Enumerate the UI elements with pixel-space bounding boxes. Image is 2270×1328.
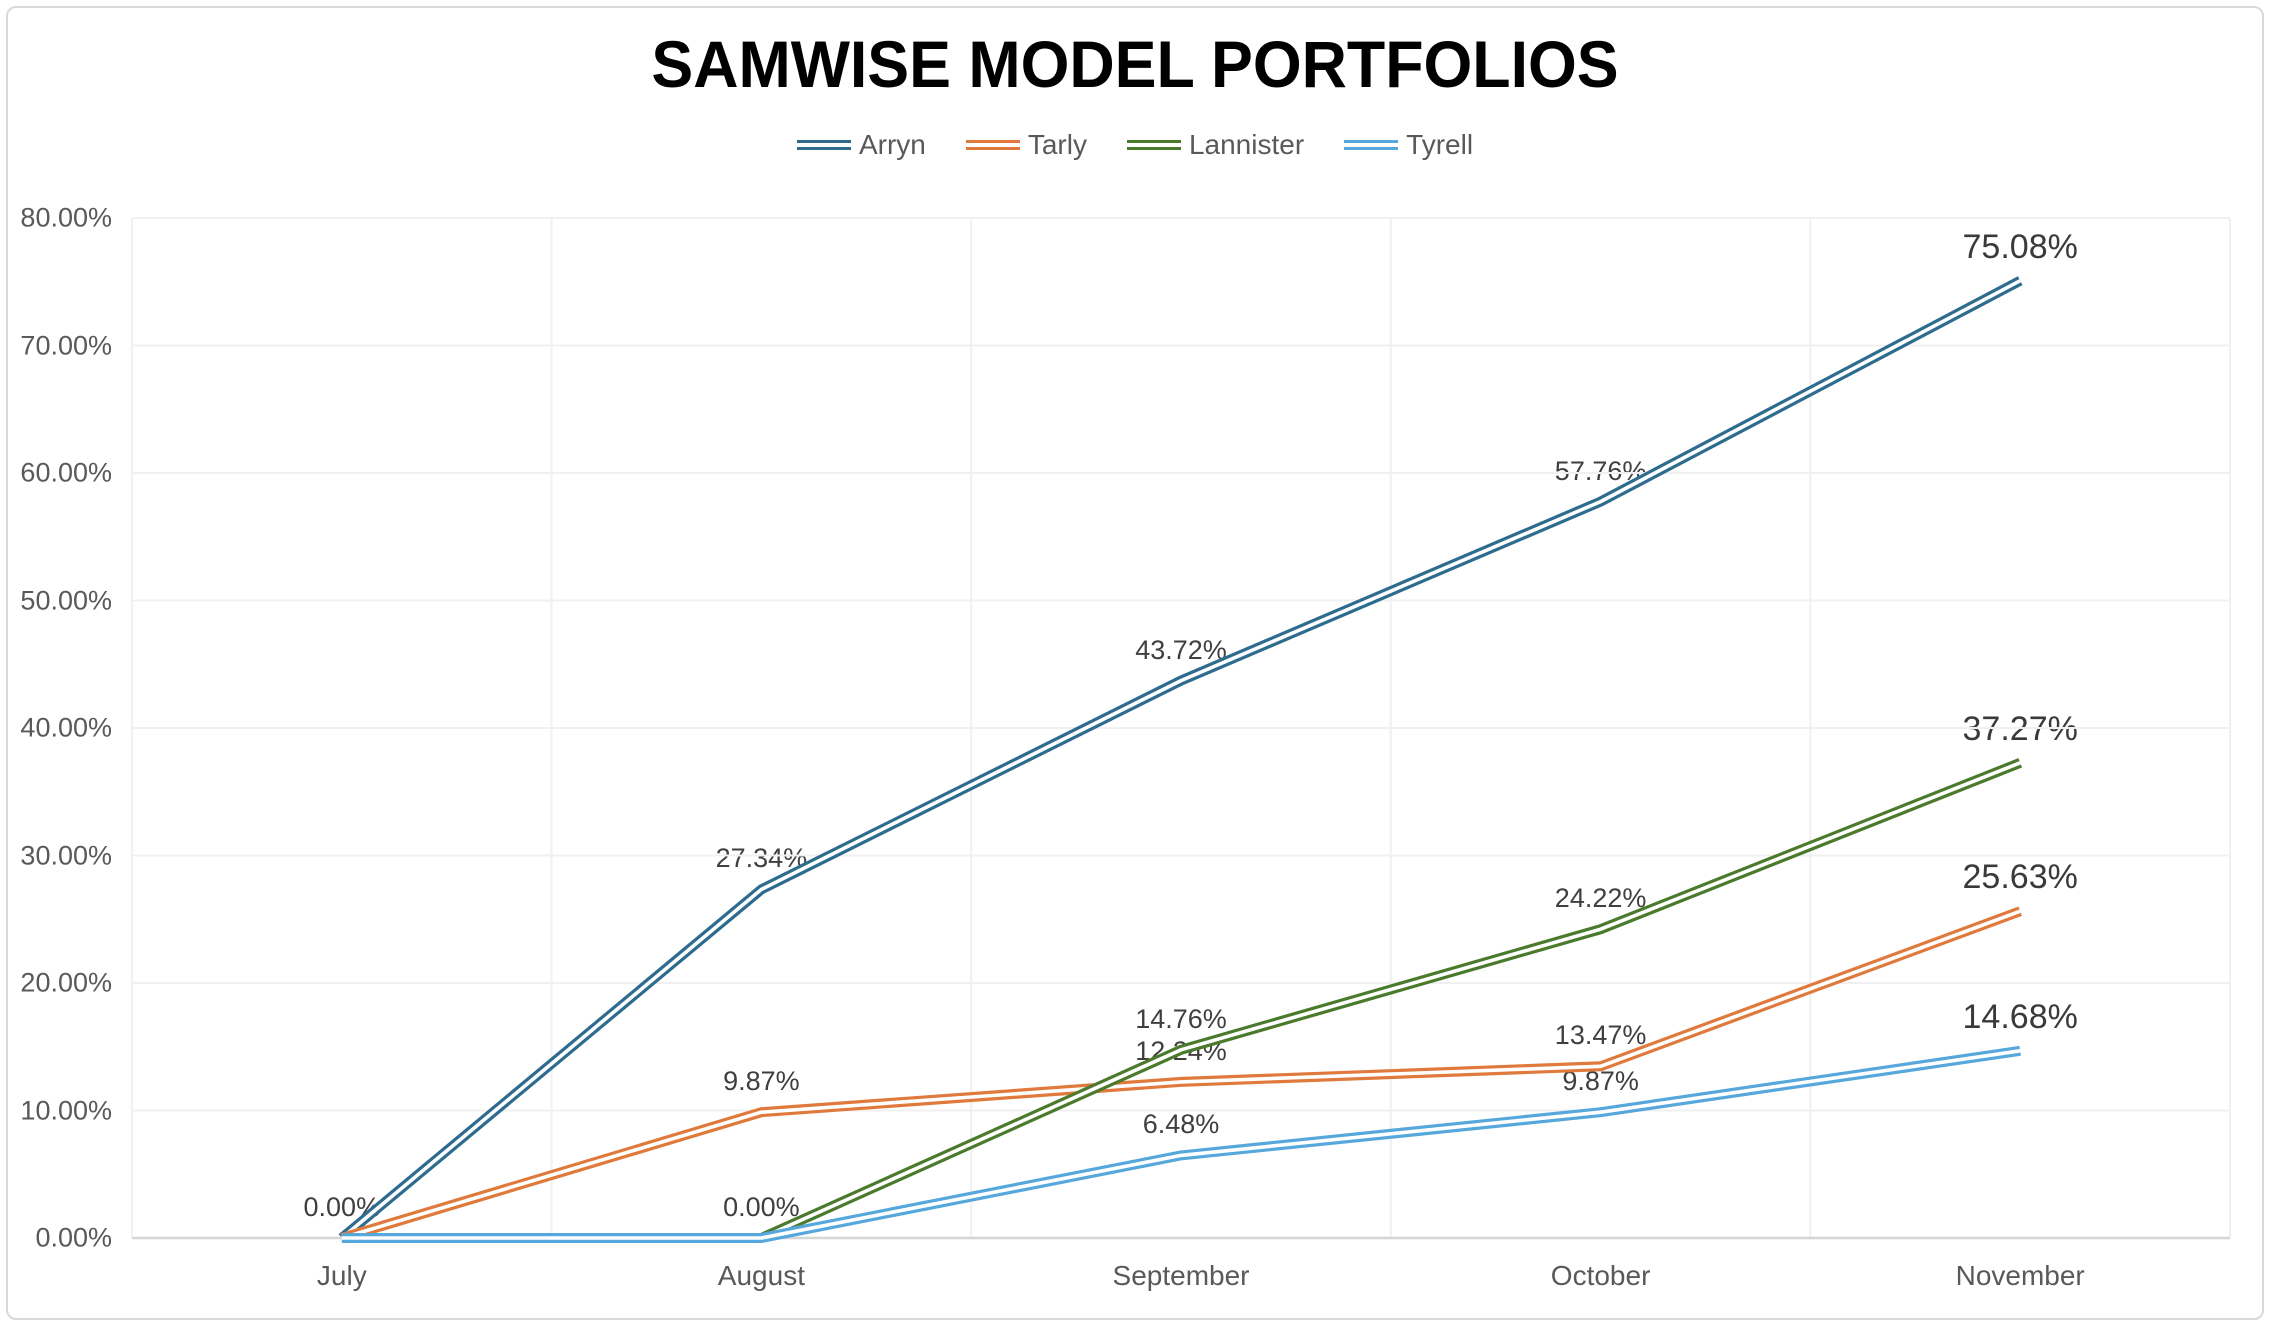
data-label-tarly: 9.87%: [723, 1066, 800, 1097]
data-label-arryn: 27.34%: [715, 843, 808, 874]
legend-item-lannister: Lannister: [1126, 129, 1305, 160]
y-axis-tick-label: 80.00%: [20, 202, 112, 233]
data-label-tyrell: 14.68%: [1962, 997, 2078, 1036]
data-label-lannister: 24.22%: [1554, 883, 1647, 914]
data-label-tyrell: 6.48%: [1142, 1109, 1220, 1140]
legend-line-swatch: [1126, 140, 1181, 150]
legend-label: Tyrell: [1406, 129, 1474, 160]
legend-item-arryn: Arryn: [796, 129, 926, 160]
legend-item-tyrell: Tyrell: [1344, 131, 1473, 159]
data-label-arryn: 75.08%: [1962, 227, 2078, 266]
x-axis-category-label: November: [1955, 1260, 2085, 1291]
y-axis-tick-label: 10.00%: [20, 1095, 112, 1125]
data-label-arryn: 43.72%: [1135, 634, 1227, 665]
x-axis-category-label: August: [717, 1260, 805, 1291]
y-axis-tick-label: 50.00%: [20, 585, 112, 615]
legend-item-tarly: Tarly: [965, 129, 1087, 160]
data-label-tarly: 12.24%: [1135, 1036, 1227, 1067]
data-label-tarly: 13.47%: [1554, 1020, 1647, 1051]
legend-line-swatch: [965, 140, 1020, 150]
data-label-lannister: 14.76%: [1135, 1003, 1227, 1034]
data-label-tarly: 25.63%: [1962, 858, 2078, 897]
y-axis-tick-label: 60.00%: [20, 457, 112, 488]
legend-line-swatch: [796, 140, 851, 150]
data-label-tyrell: 9.87%: [1562, 1066, 1639, 1097]
data-label-lannister: 37.27%: [1962, 709, 2078, 748]
x-axis-category-label: October: [1550, 1260, 1651, 1291]
y-axis-tick-label: 70.00%: [20, 330, 112, 360]
legend-line-swatch: [1344, 140, 1399, 150]
legend: Arryn Tarly Lannister Tyrell: [0, 131, 2270, 159]
data-label-lannister: 0.00%: [723, 1192, 800, 1223]
y-axis-tick-label: 20.00%: [20, 967, 112, 998]
x-axis-category-label: September: [1112, 1260, 1250, 1291]
data-label-arryn: 0.00%: [303, 1192, 381, 1223]
chart-title: SAMWISE MODEL PORTFOLIOS: [651, 27, 1619, 101]
legend-label: Lannister: [1188, 129, 1305, 160]
y-axis-tick-label: 40.00%: [20, 712, 112, 743]
y-axis-tick-label: 30.00%: [20, 840, 112, 870]
data-label-arryn: 57.76%: [1554, 455, 1647, 486]
x-axis-category-label: July: [316, 1260, 367, 1291]
y-axis-tick-label: 0.00%: [35, 1222, 112, 1253]
legend-label: Arryn: [858, 129, 926, 160]
legend-label: Tarly: [1027, 129, 1087, 160]
